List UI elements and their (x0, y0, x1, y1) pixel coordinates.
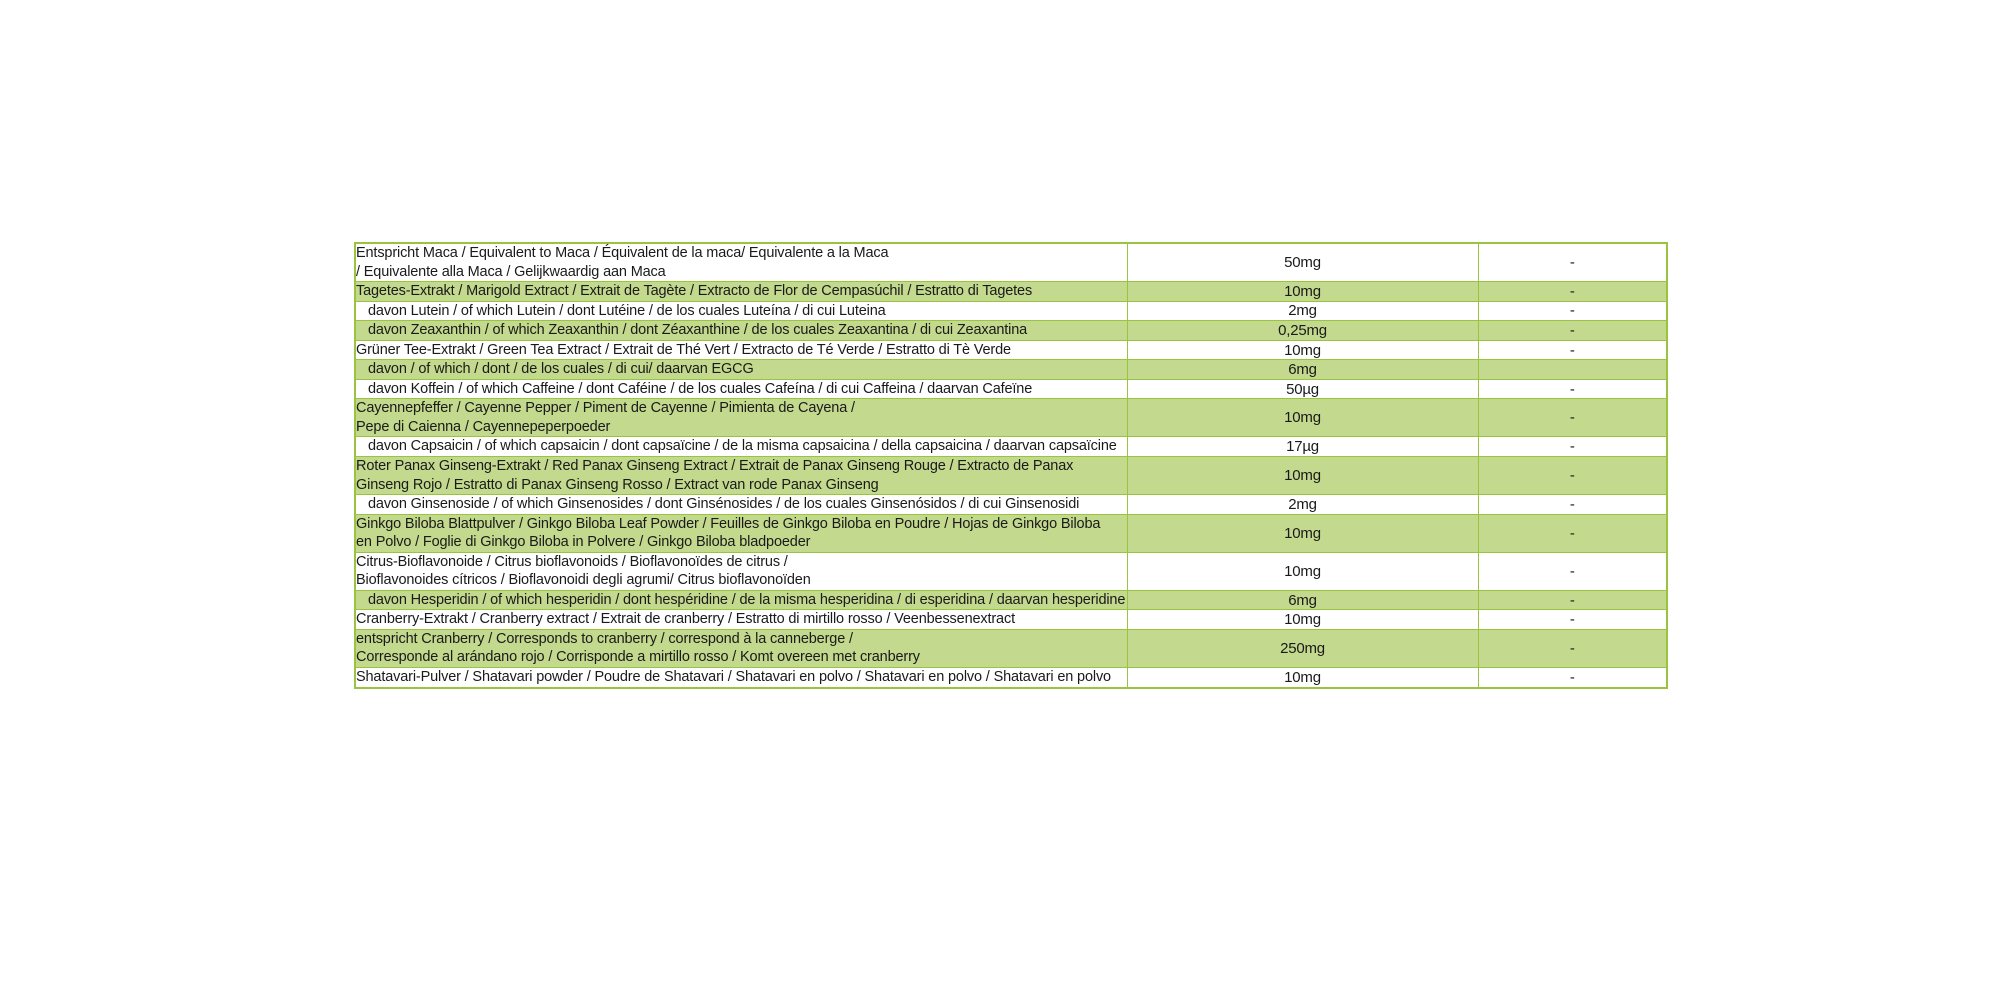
ingredient-name-cell: Cayennepfeffer / Cayenne Pepper / Piment… (354, 398, 1128, 438)
ingredient-name-cell: Roter Panax Ginseng-Extrakt / Red Panax … (354, 456, 1128, 496)
ingredient-name-cell: davon Ginsenoside / of which Ginsenoside… (354, 494, 1128, 515)
ingredient-nrv-cell: - (1477, 513, 1668, 553)
ingredient-nrv-cell: - (1477, 551, 1668, 591)
ingredient-amount-cell: 0,25mg (1126, 320, 1479, 341)
table-row: entspricht Cranberry / Corresponds to cr… (354, 628, 1668, 669)
ingredient-nrv-cell: - (1477, 300, 1668, 322)
ingredient-name-cell: Shatavari-Pulver / Shatavari powder / Po… (354, 667, 1128, 689)
ingredient-nrv-cell: - (1477, 667, 1668, 689)
table-row: Citrus-Bioflavonoide / Citrus bioflavono… (354, 551, 1668, 591)
ingredient-nrv-cell: - (1477, 494, 1668, 515)
ingredient-amount-cell: 2mg (1126, 300, 1479, 322)
ingredient-amount-cell: 10mg (1126, 398, 1479, 438)
table-row: davon Ginsenoside / of which Ginsenoside… (354, 494, 1668, 515)
ingredient-name-cell: Ginkgo Biloba Blattpulver / Ginkgo Bilob… (354, 513, 1128, 553)
ingredient-name-cell: davon Koffein / of which Caffeine / dont… (354, 378, 1128, 400)
table-row: Grüner Tee-Extrakt / Green Tea Extract /… (354, 339, 1668, 361)
ingredient-nrv-cell: - (1477, 398, 1668, 438)
ingredient-amount-cell: 10mg (1126, 667, 1479, 689)
ingredient-name-cell: Tagetes-Extrakt / Marigold Extract / Ext… (354, 281, 1128, 302)
ingredient-amount-cell: 6mg (1126, 589, 1479, 611)
table-row: Entspricht Maca / Equivalent to Maca / É… (354, 242, 1668, 283)
ingredient-amount-cell: 250mg (1126, 628, 1479, 669)
ingredient-amount-cell: 17µg (1126, 436, 1479, 458)
ingredient-name-cell: davon / of which / dont / de los cuales … (354, 359, 1128, 380)
ingredient-amount-cell: 10mg (1126, 281, 1479, 302)
ingredient-amount-cell: 50µg (1126, 378, 1479, 400)
table-row: Shatavari-Pulver / Shatavari powder / Po… (354, 667, 1668, 689)
table-row: davon Zeaxanthin / of which Zeaxanthin /… (354, 320, 1668, 341)
table-row: davon Capsaicin / of which capsaicin / d… (354, 436, 1668, 458)
ingredient-name-cell: davon Zeaxanthin / of which Zeaxanthin /… (354, 320, 1128, 341)
ingredient-amount-cell: 50mg (1126, 242, 1479, 283)
ingredient-amount-cell: 6mg (1126, 359, 1479, 380)
ingredient-name-cell: davon Hesperidin / of which hesperidin /… (354, 589, 1128, 611)
ingredient-nrv-cell: - (1477, 589, 1668, 611)
ingredient-amount-cell: 10mg (1126, 609, 1479, 630)
ingredient-name-cell: Citrus-Bioflavonoide / Citrus bioflavono… (354, 551, 1128, 591)
ingredient-nrv-cell: - (1477, 281, 1668, 302)
table-row: Cranberry-Extrakt / Cranberry extract / … (354, 609, 1668, 630)
ingredient-name-cell: Cranberry-Extrakt / Cranberry extract / … (354, 609, 1128, 630)
ingredient-name-cell: Entspricht Maca / Equivalent to Maca / É… (354, 242, 1128, 283)
nutrition-table-container: Entspricht Maca / Equivalent to Maca / É… (354, 242, 1668, 689)
ingredient-nrv-cell: - (1477, 320, 1668, 341)
ingredient-nrv-cell: - (1477, 436, 1668, 458)
ingredient-nrv-cell (1477, 359, 1668, 380)
table-row: Roter Panax Ginseng-Extrakt / Red Panax … (354, 456, 1668, 496)
ingredient-nrv-cell: - (1477, 609, 1668, 630)
ingredient-name-cell: entspricht Cranberry / Corresponds to cr… (354, 628, 1128, 669)
nutrition-table-body: Entspricht Maca / Equivalent to Maca / É… (354, 242, 1668, 689)
ingredient-nrv-cell: - (1477, 378, 1668, 400)
ingredient-name-cell: davon Lutein / of which Lutein / dont Lu… (354, 300, 1128, 322)
ingredient-nrv-cell: - (1477, 339, 1668, 361)
table-row: davon Hesperidin / of which hesperidin /… (354, 589, 1668, 611)
ingredient-name-cell: davon Capsaicin / of which capsaicin / d… (354, 436, 1128, 458)
table-row: Ginkgo Biloba Blattpulver / Ginkgo Bilob… (354, 513, 1668, 553)
ingredient-amount-cell: 10mg (1126, 339, 1479, 361)
ingredient-amount-cell: 10mg (1126, 513, 1479, 553)
table-row: davon Koffein / of which Caffeine / dont… (354, 378, 1668, 400)
nutrition-facts-table: Entspricht Maca / Equivalent to Maca / É… (354, 242, 1668, 689)
ingredient-amount-cell: 2mg (1126, 494, 1479, 515)
table-row: davon / of which / dont / de los cuales … (354, 359, 1668, 380)
ingredient-nrv-cell: - (1477, 242, 1668, 283)
table-row: Tagetes-Extrakt / Marigold Extract / Ext… (354, 281, 1668, 302)
ingredient-amount-cell: 10mg (1126, 456, 1479, 496)
ingredient-nrv-cell: - (1477, 628, 1668, 669)
table-row: Cayennepfeffer / Cayenne Pepper / Piment… (354, 398, 1668, 438)
ingredient-nrv-cell: - (1477, 456, 1668, 496)
table-row: davon Lutein / of which Lutein / dont Lu… (354, 300, 1668, 322)
ingredient-name-cell: Grüner Tee-Extrakt / Green Tea Extract /… (354, 339, 1128, 361)
ingredient-amount-cell: 10mg (1126, 551, 1479, 591)
